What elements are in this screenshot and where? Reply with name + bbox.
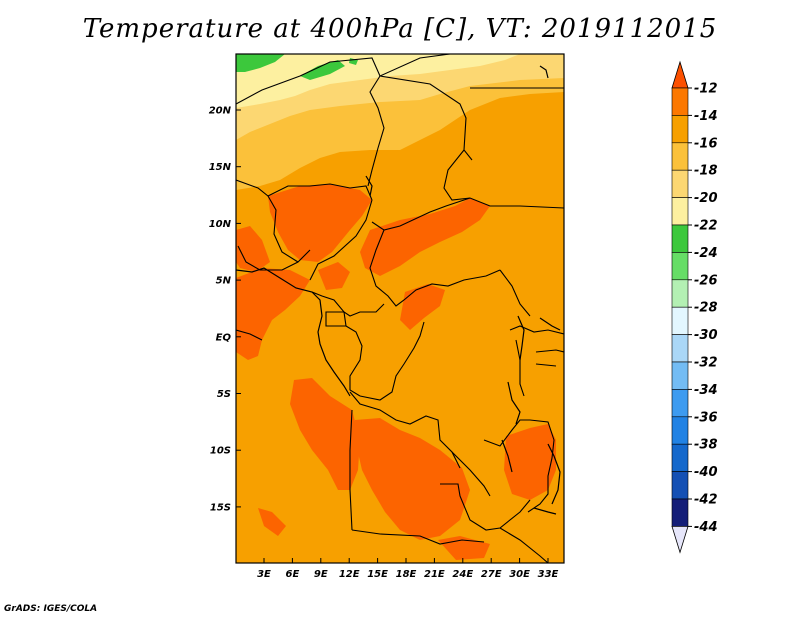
legend-label: -40 bbox=[694, 465, 718, 480]
legend-label: -24 bbox=[694, 246, 718, 261]
warm-region bbox=[360, 198, 490, 276]
legend-label: -20 bbox=[694, 191, 718, 206]
grads-credit: GrADS: IGES/COLA bbox=[4, 604, 98, 614]
lat-tick-label: 10N bbox=[209, 219, 232, 230]
legend-label: -36 bbox=[694, 410, 718, 425]
warm-region bbox=[290, 378, 360, 490]
legend-swatch bbox=[671, 169, 689, 198]
legend-label: -12 bbox=[694, 82, 718, 97]
legend-label: -30 bbox=[694, 328, 718, 343]
legend-swatch bbox=[671, 361, 689, 390]
warm-region bbox=[504, 424, 556, 500]
legend-swatch bbox=[671, 142, 689, 171]
warm-region bbox=[258, 508, 286, 536]
legend-swatch bbox=[671, 306, 689, 335]
legend-swatch bbox=[671, 224, 689, 253]
legend-swatch bbox=[671, 252, 689, 281]
lat-tick-label: EQ bbox=[216, 332, 232, 343]
lon-tick-label: 12E bbox=[339, 569, 360, 580]
latitude-axis: 20N 15N 10N 5N EQ 5S 10S 15S bbox=[209, 106, 241, 513]
legend-bottom-arrow bbox=[671, 526, 689, 554]
lon-tick-label: 18E bbox=[396, 569, 417, 580]
lat-tick-label: 5N bbox=[216, 276, 232, 287]
warm-region bbox=[355, 418, 470, 540]
legend-swatch bbox=[671, 471, 689, 500]
legend-swatch bbox=[671, 197, 689, 226]
legend-label: -14 bbox=[694, 109, 718, 124]
map-title: Temperature at 400hPa [C], VT: 201911201… bbox=[82, 14, 718, 44]
legend-label: -42 bbox=[694, 493, 718, 508]
lon-tick-label: 27E bbox=[481, 569, 502, 580]
longitude-axis: 3E 6E 9E 12E 15E 18E 21E 24E 27E 30E 33E bbox=[257, 558, 559, 580]
legend-label: -32 bbox=[694, 356, 718, 371]
legend-label: -16 bbox=[694, 136, 718, 151]
lon-tick-label: 15E bbox=[367, 569, 388, 580]
lon-tick-label: 33E bbox=[538, 569, 559, 580]
legend-swatch bbox=[671, 279, 689, 308]
warm-region bbox=[236, 226, 270, 272]
green-region bbox=[236, 54, 285, 72]
color-legend: -12 -14 -16 -18 -20 -22 -24 -26 -28 -30 -32 -34 -36 -… bbox=[671, 60, 718, 554]
legend-swatch bbox=[671, 389, 689, 418]
lon-tick-label: 3E bbox=[257, 569, 271, 580]
lon-tick-label: 21E bbox=[424, 569, 445, 580]
lat-tick-label: 10S bbox=[210, 446, 231, 457]
warm-region bbox=[318, 262, 350, 290]
green-region bbox=[300, 60, 345, 80]
legend-label: -26 bbox=[694, 273, 718, 288]
legend-label: -38 bbox=[694, 438, 718, 453]
temperature-field bbox=[236, 54, 564, 563]
legend-label: -18 bbox=[694, 164, 718, 179]
warm-region bbox=[236, 268, 310, 360]
lat-tick-label: 5S bbox=[217, 389, 231, 400]
lon-tick-label: 24E bbox=[452, 569, 473, 580]
legend-swatch bbox=[671, 334, 689, 363]
warm-region bbox=[268, 184, 372, 262]
legend-label: -44 bbox=[694, 520, 718, 535]
legend-swatch bbox=[671, 443, 689, 472]
lat-tick-label: 15S bbox=[210, 502, 231, 513]
warm-region bbox=[400, 284, 445, 330]
legend-swatch bbox=[671, 498, 689, 527]
lon-tick-label: 9E bbox=[314, 569, 328, 580]
coastlines bbox=[236, 65, 561, 515]
legend-swatch bbox=[671, 416, 689, 445]
lon-tick-label: 6E bbox=[286, 569, 300, 580]
map-frame bbox=[235, 53, 565, 564]
legend-label: -34 bbox=[694, 383, 718, 398]
legend-swatch bbox=[671, 87, 689, 116]
cool-region-20 bbox=[236, 54, 520, 108]
lon-tick-label: 30E bbox=[509, 569, 530, 580]
legend-label: -22 bbox=[694, 219, 718, 234]
country-borders bbox=[236, 54, 564, 563]
legend-swatch bbox=[671, 115, 689, 144]
lat-tick-label: 15N bbox=[209, 162, 232, 173]
lat-tick-label: 20N bbox=[209, 106, 232, 117]
legend-top-arrow bbox=[671, 60, 689, 89]
legend-label: -28 bbox=[694, 301, 718, 316]
